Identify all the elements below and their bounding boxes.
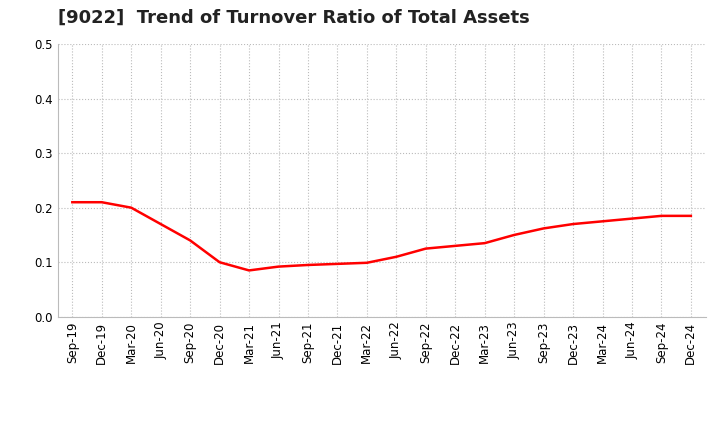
Text: [9022]  Trend of Turnover Ratio of Total Assets: [9022] Trend of Turnover Ratio of Total … — [58, 8, 529, 26]
